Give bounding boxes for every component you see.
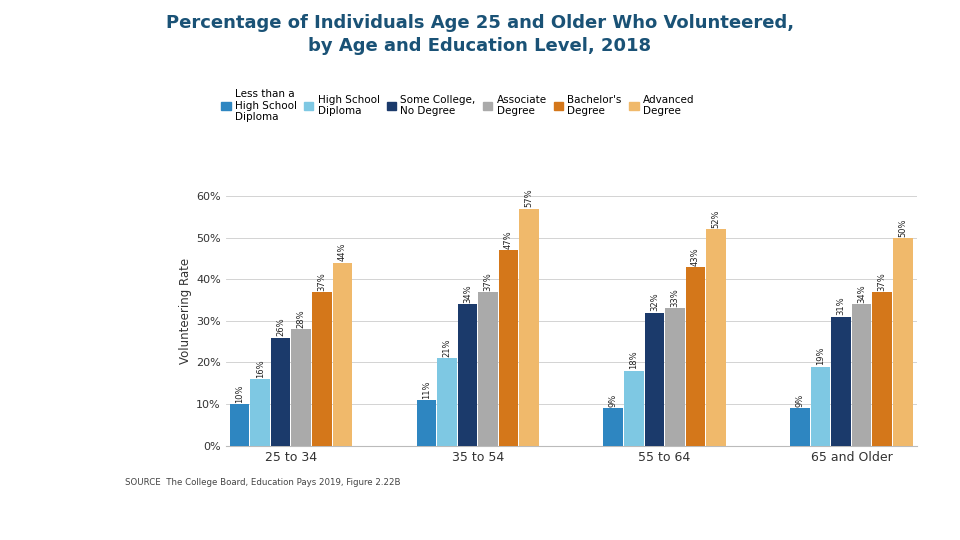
Bar [624,371,643,446]
Bar [893,238,913,446]
Text: 57%: 57% [525,189,534,207]
Bar [707,230,726,446]
Text: 44%: 44% [338,243,347,261]
Bar [478,292,498,446]
Text: 34%: 34% [463,285,472,303]
Text: 11%: 11% [422,380,431,399]
Text: 31%: 31% [837,297,846,315]
Text: 47%: 47% [504,231,513,249]
Text: 37%: 37% [318,272,326,291]
Text: 34%: 34% [857,285,866,303]
Bar [665,308,684,446]
Text: 10%: 10% [235,384,244,403]
Bar [852,304,872,446]
Text: Percentage of Individuals Age 25 and Older Who Volunteered,
by Age and Education: Percentage of Individuals Age 25 and Old… [166,14,794,55]
Text: 43%: 43% [691,247,700,266]
Bar [519,209,539,446]
Bar [811,367,830,446]
Text: SOURCE  The College Board, Education Pays 2019, Figure 2.22B: SOURCE The College Board, Education Pays… [125,478,400,487]
Text: Education Pays 2019: Education Pays 2019 [429,517,531,528]
Text: 32%: 32% [650,293,659,312]
Bar [644,313,664,446]
Text: 37%: 37% [484,272,492,291]
Text: 28%: 28% [297,309,305,328]
Bar [458,304,477,446]
Bar [873,292,892,446]
Bar [685,267,706,446]
Text: ♣ CollegeBoard: ♣ CollegeBoard [845,517,922,528]
Bar [271,338,291,446]
Text: 26%: 26% [276,318,285,336]
Text: 33%: 33% [670,288,680,307]
Bar [229,404,250,446]
Bar [417,400,436,446]
Y-axis label: Volunteering Rate: Volunteering Rate [179,258,192,363]
Bar [251,379,270,446]
Bar [312,292,331,446]
Legend: Less than a
High School
Diploma, High School
Diploma, Some College,
No Degree, A: Less than a High School Diploma, High Sc… [221,89,694,122]
Bar [292,329,311,445]
Text: 52%: 52% [711,210,720,228]
Bar [604,408,623,446]
Text: 19%: 19% [816,347,825,366]
Text: 9%: 9% [796,394,804,407]
Bar [831,317,851,445]
Text: 16%: 16% [255,359,265,378]
Bar [499,250,518,446]
Text: For detailed data, visit trends.collegeboard.org.: For detailed data, visit trends.collegeb… [29,517,260,528]
Bar [790,408,810,446]
Text: 50%: 50% [899,218,907,237]
Text: 37%: 37% [877,272,887,291]
Bar [332,263,352,446]
Text: 18%: 18% [630,351,638,369]
Text: 9%: 9% [609,394,617,407]
Bar [437,358,457,446]
Text: 21%: 21% [443,339,451,357]
